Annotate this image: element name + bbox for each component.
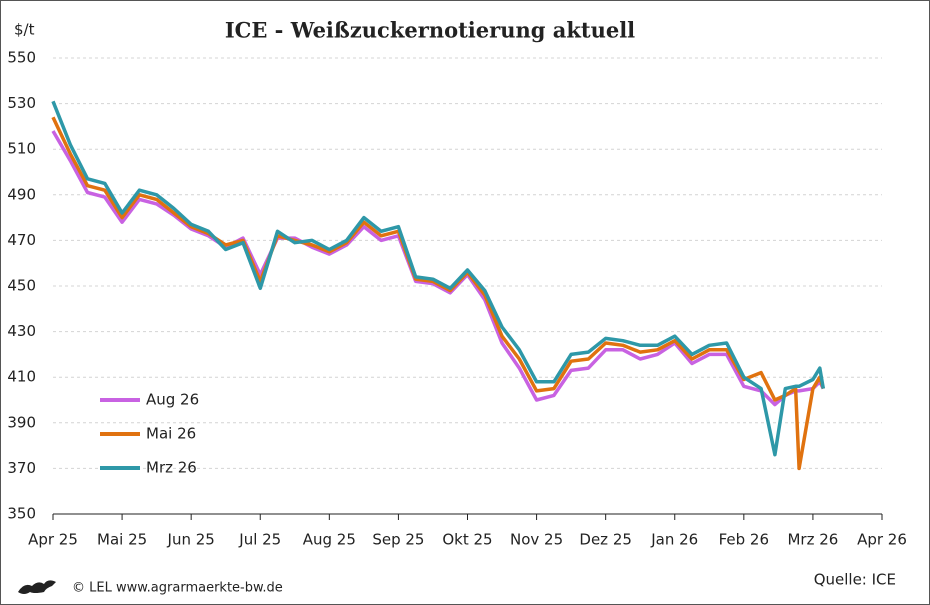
x-tick-label: Nov 25 bbox=[510, 531, 563, 549]
logo bbox=[18, 580, 56, 594]
y-tick-label: 550 bbox=[7, 49, 36, 67]
y-tick-label: 390 bbox=[7, 413, 36, 431]
y-tick-label: 470 bbox=[7, 231, 36, 249]
x-tick-label: Jan 26 bbox=[650, 531, 698, 549]
y-tick-label: 450 bbox=[7, 277, 36, 295]
y-tick-label: 530 bbox=[7, 94, 36, 112]
x-tick-label: Mai 25 bbox=[97, 531, 147, 549]
source: Quelle: ICE bbox=[814, 571, 896, 589]
x-tick-label: Apr 26 bbox=[857, 531, 907, 549]
x-tick-label: Dez 25 bbox=[579, 531, 632, 549]
credit: © LEL www.agrarmaerkte-bw.de bbox=[72, 581, 283, 596]
legend-label: Mrz 26 bbox=[146, 459, 197, 477]
chart-title: ICE - Weißzuckernotierung aktuell bbox=[225, 18, 635, 43]
y-tick-label: 410 bbox=[7, 368, 36, 386]
x-tick-label: Jun 25 bbox=[167, 531, 215, 549]
y-tick-label: 510 bbox=[7, 140, 36, 158]
x-tick-label: Mrz 26 bbox=[787, 531, 838, 549]
y-tick-label: 490 bbox=[7, 185, 36, 203]
x-tick-label: Jul 25 bbox=[238, 531, 281, 549]
line-series bbox=[51, 100, 826, 457]
x-tick-label: Okt 25 bbox=[442, 531, 492, 549]
legend-label: Mai 26 bbox=[146, 425, 196, 443]
y-tick-label: 430 bbox=[7, 322, 36, 340]
x-tick-label: Aug 25 bbox=[303, 531, 356, 549]
y-tick-label: 370 bbox=[7, 459, 36, 477]
x-tick-label: Feb 26 bbox=[719, 531, 769, 549]
y-tick-label: 350 bbox=[7, 505, 36, 523]
legend-label: Aug 26 bbox=[146, 391, 199, 409]
x-tick-label: Apr 25 bbox=[28, 531, 78, 549]
x-tick-label: Sep 25 bbox=[372, 531, 424, 549]
y-axis-label: $/t bbox=[14, 21, 35, 39]
